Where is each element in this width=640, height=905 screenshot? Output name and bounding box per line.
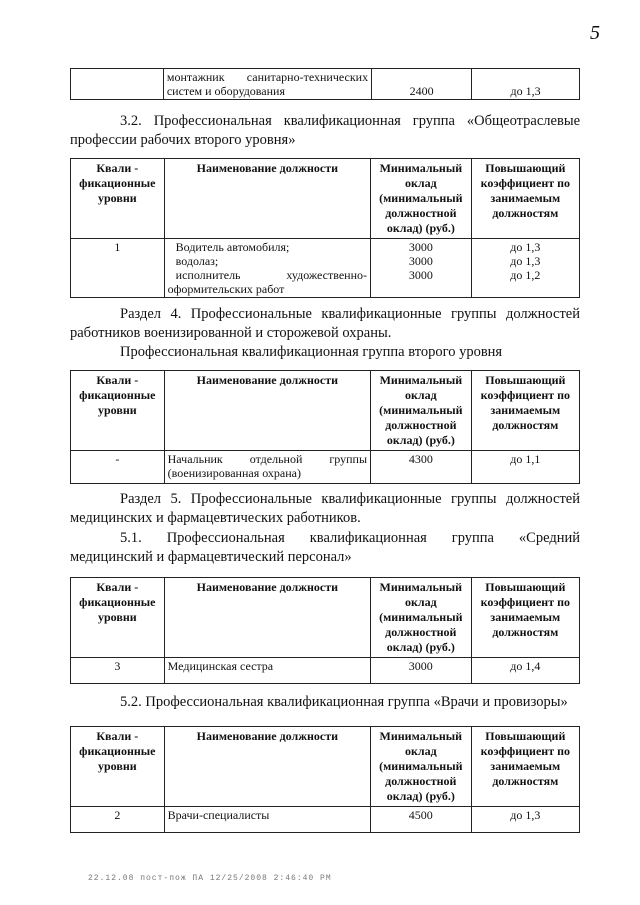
table-continued: монтажник санитарно-технических систем и … bbox=[70, 68, 580, 100]
header-salary: Минимальный оклад (минимальный должностн… bbox=[369, 726, 472, 807]
header-salary: Минимальный оклад (минимальный должностн… bbox=[370, 158, 472, 239]
name-line: монтажник санитарно-технических bbox=[166, 70, 369, 84]
table-medical: Квали - фикационные уровни Наименование … bbox=[70, 577, 581, 684]
name-cell: Водитель автомобиля; водолаз; исполнител… bbox=[163, 238, 372, 298]
name-line: оформительских работ bbox=[167, 282, 285, 296]
salary-cell: 2400 bbox=[371, 68, 473, 100]
level-cell: - bbox=[70, 450, 165, 484]
coef-value: до 1,3 bbox=[510, 240, 541, 254]
name-line: водолаз; bbox=[175, 254, 219, 268]
name-line: (военизированная охрана) bbox=[167, 466, 301, 480]
level-cell bbox=[70, 68, 164, 100]
header-name: Наименование должности bbox=[163, 726, 371, 807]
salary-value: 3000 bbox=[408, 268, 433, 282]
section-subheading: 5.2. Профессиональная квалификационная г… bbox=[120, 694, 568, 710]
header-row: Квали - фикационные уровни Наименование … bbox=[70, 577, 581, 658]
header-salary: Минимальный оклад (минимальный должностн… bbox=[370, 370, 472, 451]
coef-cell: до 1,3 до 1,3 до 1,2 bbox=[470, 238, 581, 298]
table-row: - Начальник отдельной группы (военизирова… bbox=[70, 450, 581, 484]
table-qualification-group: Квали - фикационные уровни Наименование … bbox=[70, 158, 581, 298]
table-row: 2 Врачи-специалисты 4500 до 1,3 bbox=[70, 806, 581, 833]
section-subheading: Профессиональная квалификационная группа… bbox=[120, 344, 503, 360]
section-heading: Раздел 4. Профессиональные квалификацион… bbox=[70, 306, 580, 341]
section-heading: Раздел 5. Профессиональные квалификацион… bbox=[70, 491, 580, 526]
salary-cell: 3000 3000 3000 bbox=[370, 238, 472, 298]
level-cell: 2 bbox=[70, 806, 165, 833]
header-coef: Повышающий коэффициент по занимаемым дол… bbox=[470, 726, 581, 807]
header-coef: Повышающий коэффициент по занимаемым дол… bbox=[470, 370, 581, 451]
page-number: 5 bbox=[590, 22, 600, 44]
salary-cell: 3000 bbox=[369, 657, 472, 684]
header-name: Наименование должности bbox=[163, 158, 372, 239]
header-name: Наименование должности bbox=[163, 577, 371, 658]
coef-cell: до 1,3 bbox=[471, 68, 580, 100]
section-subheading: 5.1. Профессиональная квалификационная г… bbox=[70, 530, 580, 565]
table-row: монтажник санитарно-технических систем и … bbox=[70, 68, 580, 100]
name-cell: Медицинская сестра bbox=[163, 657, 371, 684]
coef-cell: до 1,3 bbox=[470, 806, 581, 833]
name-cell: Начальник отдельной группы (военизированн… bbox=[163, 450, 372, 484]
header-row: Квали - фикационные уровни Наименование … bbox=[70, 370, 581, 451]
header-row: Квали - фикационные уровни Наименование … bbox=[70, 158, 581, 239]
table-row: 3 Медицинская сестра 3000 до 1,4 bbox=[70, 657, 581, 684]
table-guard: Квали - фикационные уровни Наименование … bbox=[70, 370, 581, 484]
name-line: Начальник отдельной группы bbox=[167, 452, 368, 466]
table-doctors: Квали - фикационные уровни Наименование … bbox=[70, 726, 581, 833]
name-line: Водитель автомобиля; bbox=[175, 240, 290, 254]
header-level: Квали - фикационные уровни bbox=[70, 726, 165, 807]
header-name: Наименование должности bbox=[163, 370, 372, 451]
footer-stamp: 22.12.08 пост-пож ПА 12/25/2008 2:46:40 … bbox=[88, 874, 332, 883]
coef-cell: до 1,1 bbox=[470, 450, 581, 484]
header-salary: Минимальный оклад (минимальный должностн… bbox=[369, 577, 472, 658]
header-level: Квали - фикационные уровни bbox=[70, 577, 165, 658]
name-cell: Врачи-специалисты bbox=[163, 806, 371, 833]
level-cell: 3 bbox=[70, 657, 165, 684]
coef-value: до 1,3 bbox=[510, 254, 541, 268]
salary-value: 3000 bbox=[408, 240, 433, 254]
coef-cell: до 1,4 bbox=[470, 657, 581, 684]
section-heading: 3.2. Профессиональная квалификационная г… bbox=[70, 113, 580, 148]
header-coef: Повышающий коэффициент по занимаемым дол… bbox=[470, 577, 581, 658]
level-cell: 1 bbox=[70, 238, 165, 298]
coef-value: до 1,2 bbox=[510, 268, 541, 282]
salary-cell: 4500 bbox=[369, 806, 472, 833]
salary-cell: 4300 bbox=[370, 450, 472, 484]
name-line: исполнитель художественно- bbox=[175, 268, 368, 282]
header-level: Квали - фикационные уровни bbox=[70, 158, 165, 239]
table-row: 1 Водитель автомобиля; водолаз; исполнит… bbox=[70, 238, 581, 298]
header-level: Квали - фикационные уровни bbox=[70, 370, 165, 451]
header-coef: Повышающий коэффициент по занимаемым дол… bbox=[470, 158, 581, 239]
salary-value: 3000 bbox=[408, 254, 433, 268]
name-cell: монтажник санитарно-технических систем и … bbox=[162, 68, 373, 100]
header-row: Квали - фикационные уровни Наименование … bbox=[70, 726, 581, 807]
name-line: систем и оборудования bbox=[166, 84, 285, 98]
